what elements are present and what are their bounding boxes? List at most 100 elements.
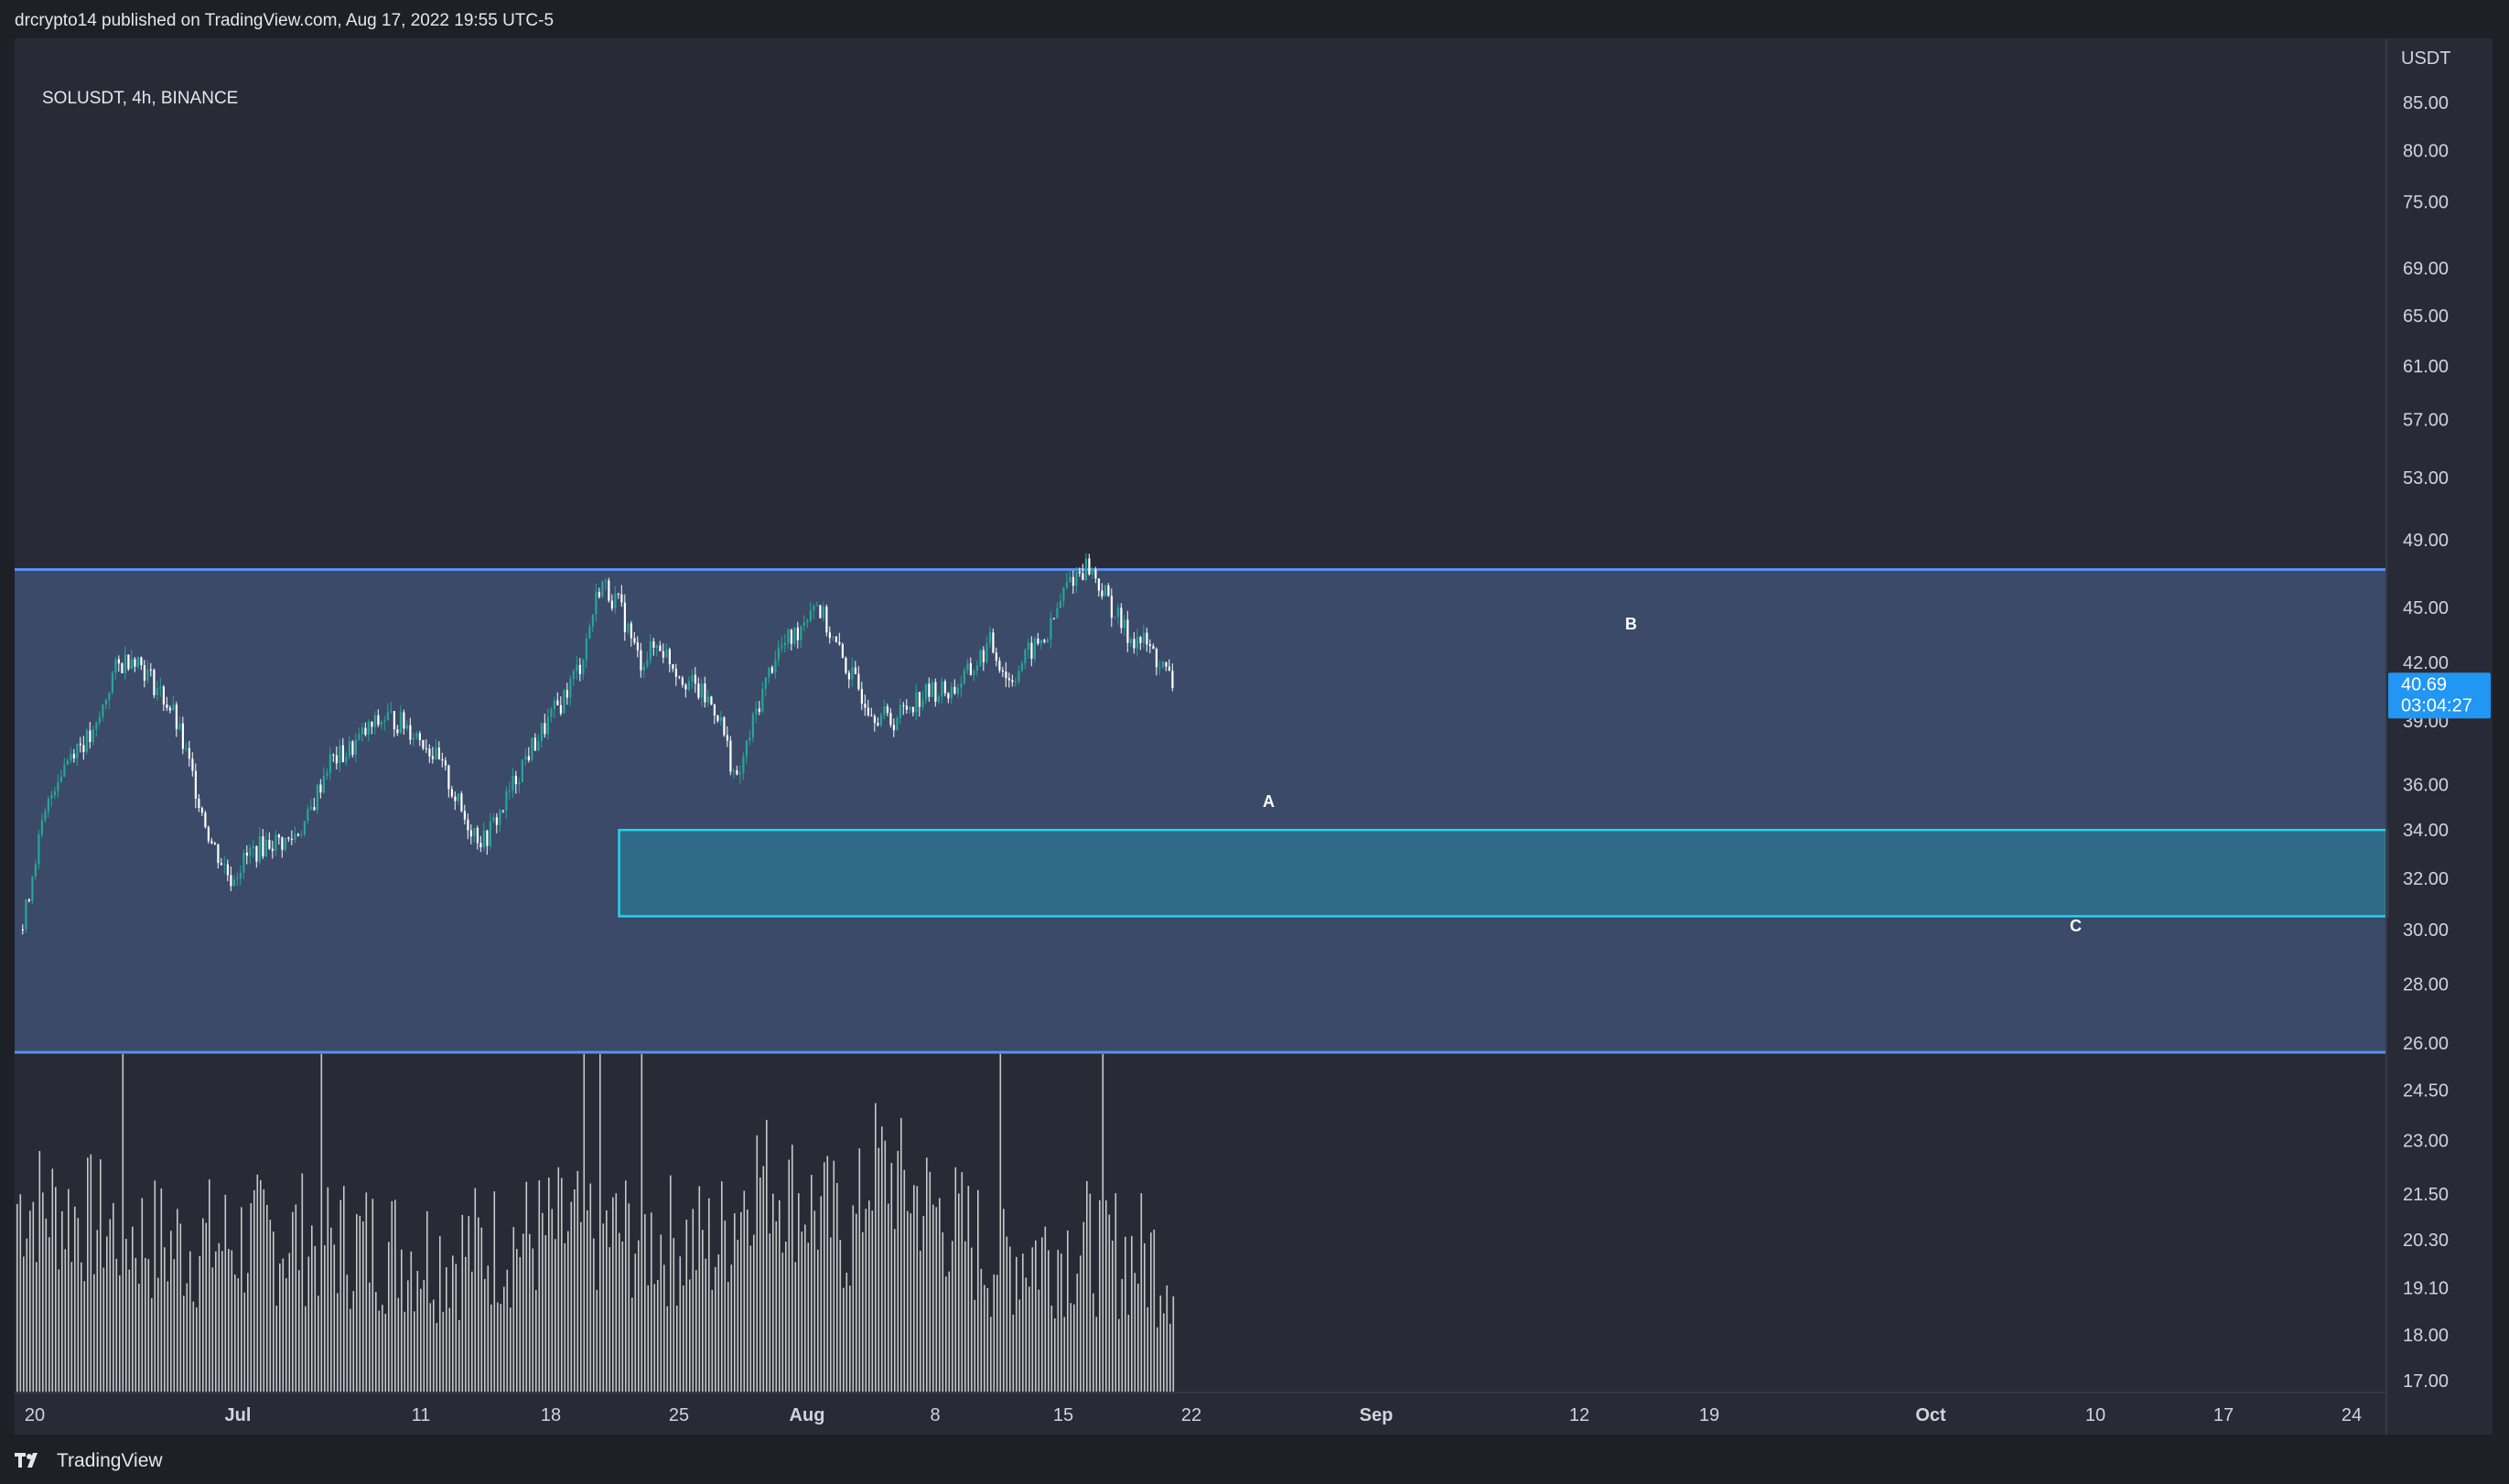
- candle-body: [249, 848, 252, 856]
- chart-canvas[interactable]: A B C USDT 85.00 80.00 75.00 69.00 65.00 61.00 57.…: [15, 38, 2493, 1435]
- candle-body: [230, 875, 232, 887]
- candle-body: [620, 594, 623, 603]
- candle-body: [1139, 637, 1142, 643]
- volume-bar: [260, 1179, 262, 1393]
- volume-bar: [384, 1313, 387, 1393]
- date-tick-label: Jul: [225, 1405, 252, 1425]
- volume-bar: [756, 1135, 759, 1393]
- volume-bar: [423, 1280, 425, 1393]
- volume-bar: [429, 1303, 432, 1393]
- volume-bar: [522, 1233, 524, 1393]
- volume-bar: [1016, 1256, 1018, 1393]
- volume-bar: [657, 1280, 659, 1393]
- candle-body: [931, 682, 934, 697]
- volume-bar: [263, 1188, 265, 1393]
- candle-body: [614, 593, 617, 609]
- candle-body: [1024, 649, 1027, 664]
- volume-bar: [1093, 1293, 1094, 1393]
- volume-bar: [42, 1192, 44, 1393]
- candle-body: [252, 845, 255, 849]
- volume-bar: [253, 1189, 255, 1393]
- volume-bar: [749, 1245, 752, 1393]
- candle-body: [825, 607, 828, 633]
- target-zone[interactable]: [618, 828, 2388, 918]
- candle-body: [31, 876, 34, 901]
- candle-body: [835, 636, 838, 642]
- volume-bar: [708, 1198, 710, 1393]
- candle-body: [82, 745, 85, 752]
- chart-pane[interactable]: A B C USDT 85.00 80.00 75.00 69.00 65.00 61.00 57.…: [15, 38, 2493, 1435]
- volume-bar: [247, 1273, 249, 1393]
- price-tick-label: 19.10: [2403, 1279, 2449, 1299]
- candle-body: [437, 747, 441, 759]
- volume-bar: [724, 1221, 727, 1393]
- candle-body: [1091, 569, 1094, 575]
- candle-body: [537, 741, 540, 751]
- candle-body: [601, 581, 604, 597]
- volume-bar: [468, 1216, 470, 1393]
- candle-body: [941, 681, 943, 697]
- candle-body: [1069, 576, 1071, 583]
- volume-bar: [1012, 1314, 1015, 1393]
- volume-bar: [615, 1193, 618, 1393]
- volume-bar: [372, 1199, 374, 1393]
- candle-body: [156, 688, 159, 695]
- candle-body: [1082, 573, 1084, 581]
- volume-bar: [1067, 1230, 1069, 1393]
- annotation-a: A: [1263, 792, 1275, 811]
- volume-bar: [628, 1203, 630, 1393]
- volume-bar: [500, 1304, 502, 1393]
- volume-bar: [865, 1209, 867, 1393]
- candle-body: [806, 620, 809, 623]
- candle-body: [540, 723, 544, 742]
- volume-bar: [858, 1148, 861, 1393]
- candle-body: [511, 775, 514, 791]
- candle-body: [553, 700, 556, 709]
- volume-bar: [125, 1238, 127, 1393]
- candle-body: [652, 641, 655, 648]
- candle-body: [610, 600, 614, 609]
- candle-body: [911, 706, 915, 713]
- volume-bar: [920, 1251, 921, 1393]
- candle-body: [287, 837, 290, 839]
- volume-bar: [608, 1247, 611, 1393]
- candle-body: [104, 699, 108, 705]
- volume-bar: [811, 1175, 813, 1393]
- volume-bar: [596, 1289, 598, 1393]
- volume-bar: [939, 1198, 941, 1393]
- candle-body: [697, 683, 700, 698]
- candle-body: [899, 704, 902, 718]
- volume-bar: [801, 1231, 803, 1393]
- volume-bar: [407, 1280, 409, 1393]
- range-zone[interactable]: [15, 569, 2386, 1053]
- volume-bar: [122, 1054, 124, 1393]
- volume-bar: [743, 1190, 746, 1393]
- candle-body: [546, 716, 550, 735]
- candle-body: [905, 705, 909, 710]
- candle-body: [1120, 608, 1123, 629]
- candle-body: [1110, 596, 1114, 618]
- candle-body: [422, 739, 425, 748]
- volume-bar: [683, 1285, 684, 1393]
- volume-bar: [1140, 1193, 1143, 1393]
- candle-body: [296, 833, 300, 836]
- volume-bar: [576, 1170, 579, 1393]
- candle-body: [544, 723, 546, 735]
- date-tick-label: Oct: [1915, 1405, 1946, 1425]
- volume-bar: [237, 1278, 240, 1393]
- candle-body: [371, 722, 373, 727]
- candle-body: [1136, 637, 1139, 649]
- candle-body: [281, 837, 284, 850]
- candle-body: [162, 686, 166, 705]
- candle-body: [813, 606, 815, 611]
- volume-bar: [160, 1188, 163, 1393]
- volume-bar: [984, 1285, 985, 1393]
- volume-bar: [781, 1253, 784, 1393]
- volume-bar: [356, 1213, 358, 1393]
- volume-bar: [109, 1219, 112, 1393]
- tradingview-logo[interactable]: TradingView: [15, 1450, 163, 1472]
- candle-body: [770, 667, 774, 673]
- volume-bar: [209, 1179, 210, 1393]
- candle-body: [783, 642, 787, 646]
- date-tick-label: Sep: [1360, 1405, 1394, 1425]
